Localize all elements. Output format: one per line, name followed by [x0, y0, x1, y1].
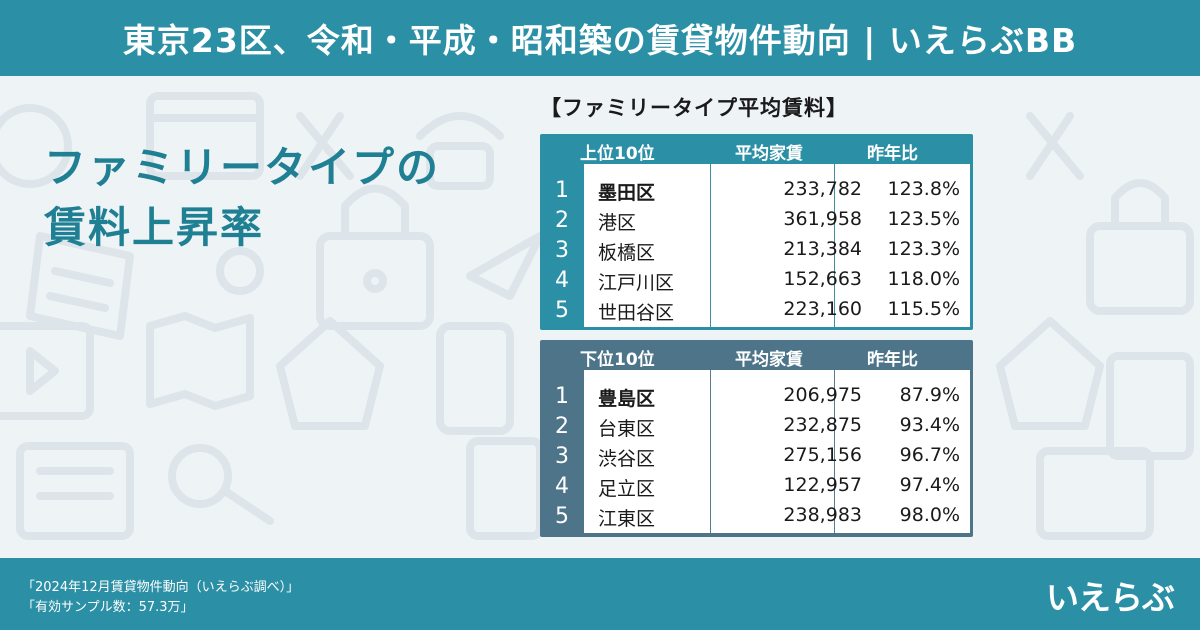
- average-rent: 238,983: [783, 504, 862, 526]
- rank-number: 5: [555, 504, 569, 529]
- year-over-year: 98.0%: [899, 504, 960, 526]
- rank-number: 1: [555, 384, 569, 409]
- rank-number: 1: [555, 178, 569, 203]
- rank-number: 3: [555, 444, 569, 469]
- table-row: 世田谷区 223,160 115.5%: [584, 296, 970, 326]
- rank-number: 4: [555, 474, 569, 499]
- ward-name: 台東区: [598, 418, 656, 440]
- year-over-year: 97.4%: [899, 474, 960, 496]
- table-header: 下位10位 平均家賃 昨年比: [540, 340, 973, 370]
- average-rent: 232,875: [783, 414, 862, 436]
- header-average-rent: 平均家賃: [735, 350, 803, 370]
- year-over-year: 87.9%: [899, 384, 960, 406]
- ward-name: 江東区: [598, 508, 656, 530]
- average-rent: 122,957: [783, 474, 862, 496]
- table-row: 渋谷区 275,156 96.7%: [584, 442, 970, 472]
- source-note: 「2024年12月賃貸物件動向（いえらぶ調べ）」: [22, 580, 300, 595]
- ward-name: 墨田区: [598, 182, 656, 204]
- tablet-icon: [436, 322, 514, 435]
- checklist-icon: [466, 437, 544, 540]
- header-rank: 下位10位: [580, 350, 655, 370]
- table-body: 墨田区 233,782 123.8% 港区 361,958 123.5% 板橋区…: [584, 164, 970, 327]
- globe-icon: [0, 104, 72, 188]
- header-banner: 東京23区、令和・平成・昭和築の賃貸物件動向 | いえらぶBB: [0, 0, 1200, 76]
- rank-number: 2: [555, 208, 569, 233]
- year-over-year: 118.0%: [887, 268, 960, 290]
- phone-icon: [416, 112, 504, 190]
- rank-numbers: 1 2 3 4 5: [540, 382, 584, 532]
- browser-icon: [146, 92, 264, 180]
- year-over-year: 123.8%: [887, 178, 960, 200]
- table-body: 豊島区 206,975 87.9% 台東区 232,875 93.4% 渋谷区 …: [584, 370, 970, 533]
- year-over-year: 93.4%: [899, 414, 960, 436]
- column-divider: [710, 164, 711, 327]
- rank-number: 2: [555, 414, 569, 439]
- year-over-year: 123.3%: [887, 238, 960, 260]
- newspaper-icon: [16, 442, 134, 540]
- lock-icon: [1086, 179, 1194, 315]
- ward-name: 世田谷区: [598, 302, 675, 324]
- tools-icon: [296, 112, 354, 180]
- header-year-over-year: 昨年比: [867, 350, 918, 370]
- header-average-rent: 平均家賃: [735, 144, 803, 164]
- background-pattern: [0, 92, 1194, 540]
- table-row: 江戸川区 152,663 118.0%: [584, 266, 970, 296]
- header-year-over-year: 昨年比: [867, 144, 918, 164]
- ward-name: 渋谷区: [598, 448, 656, 470]
- header-rank: 上位10位: [580, 144, 655, 164]
- document-icon: [1106, 352, 1194, 460]
- ward-name: 江戸川区: [598, 272, 675, 294]
- lock-icon: [316, 184, 434, 330]
- video-icon: [0, 322, 94, 420]
- header-title: 東京23区、令和・平成・昭和築の賃貸物件動向 | いえらぶBB: [122, 21, 1078, 60]
- column-divider: [710, 370, 711, 533]
- ward-name: 豊島区: [598, 388, 656, 410]
- gear-icon: [216, 247, 264, 295]
- ward-name: 港区: [598, 212, 637, 234]
- table-row: 墨田区 233,782 123.8%: [584, 176, 970, 206]
- average-rent: 223,160: [783, 298, 862, 320]
- average-rent: 233,782: [783, 178, 862, 200]
- rank-number: 5: [555, 298, 569, 323]
- average-rent: 206,975: [783, 384, 862, 406]
- paper-plane-icon: [466, 232, 544, 300]
- headline: ファミリータイプの 賃料上昇率: [44, 138, 440, 258]
- newspaper-icon: [1036, 447, 1154, 540]
- table-row: 板橋区 213,384 123.3%: [584, 236, 970, 266]
- table-row: 江東区 238,983 98.0%: [584, 502, 970, 532]
- headline-line-1: ファミリータイプの: [44, 143, 441, 192]
- map-icon: [146, 312, 254, 410]
- rank-numbers: 1 2 3 4 5: [540, 176, 584, 326]
- document-icon: [26, 232, 134, 340]
- bottom-ranking-table: 下位10位 平均家賃 昨年比 1 2 3 4 5 豊島区 206,975 87.…: [540, 340, 973, 537]
- average-rent: 275,156: [783, 444, 862, 466]
- ierabu-logo: いえらぶ: [1046, 578, 1175, 617]
- tools-icon: [1026, 112, 1084, 180]
- house-icon: [276, 317, 384, 430]
- rank-number: 3: [555, 238, 569, 263]
- ward-name: 足立区: [598, 478, 656, 500]
- house-icon: [996, 317, 1104, 430]
- year-over-year: 96.7%: [899, 444, 960, 466]
- average-rent: 361,958: [783, 208, 862, 230]
- headline-line-2: 賃料上昇率: [44, 203, 265, 252]
- sample-size-note: 「有効サンプル数：57.3万」: [22, 600, 194, 615]
- footer-banner: 「2024年12月賃貸物件動向（いえらぶ調べ）」 「有効サンプル数：57.3万」…: [0, 558, 1200, 630]
- column-divider: [834, 370, 835, 533]
- average-rent: 152,663: [783, 268, 862, 290]
- year-over-year: 123.5%: [887, 208, 960, 230]
- year-over-year: 115.5%: [887, 298, 960, 320]
- table-row: 台東区 232,875 93.4%: [584, 412, 970, 442]
- rank-number: 4: [555, 268, 569, 293]
- table-row: 豊島区 206,975 87.9%: [584, 382, 970, 412]
- table-title: 【ファミリータイプ平均賃料】: [540, 96, 848, 120]
- table-row: 足立区 122,957 97.4%: [584, 472, 970, 502]
- top-ranking-table: 上位10位 平均家賃 昨年比 1 2 3 4 5 墨田区 233,782 123…: [540, 134, 973, 330]
- table-header: 上位10位 平均家賃 昨年比: [540, 134, 973, 164]
- average-rent: 213,384: [783, 238, 862, 260]
- key-icon: [168, 444, 274, 525]
- column-divider: [834, 164, 835, 327]
- table-row: 港区 361,958 123.5%: [584, 206, 970, 236]
- ward-name: 板橋区: [598, 242, 656, 264]
